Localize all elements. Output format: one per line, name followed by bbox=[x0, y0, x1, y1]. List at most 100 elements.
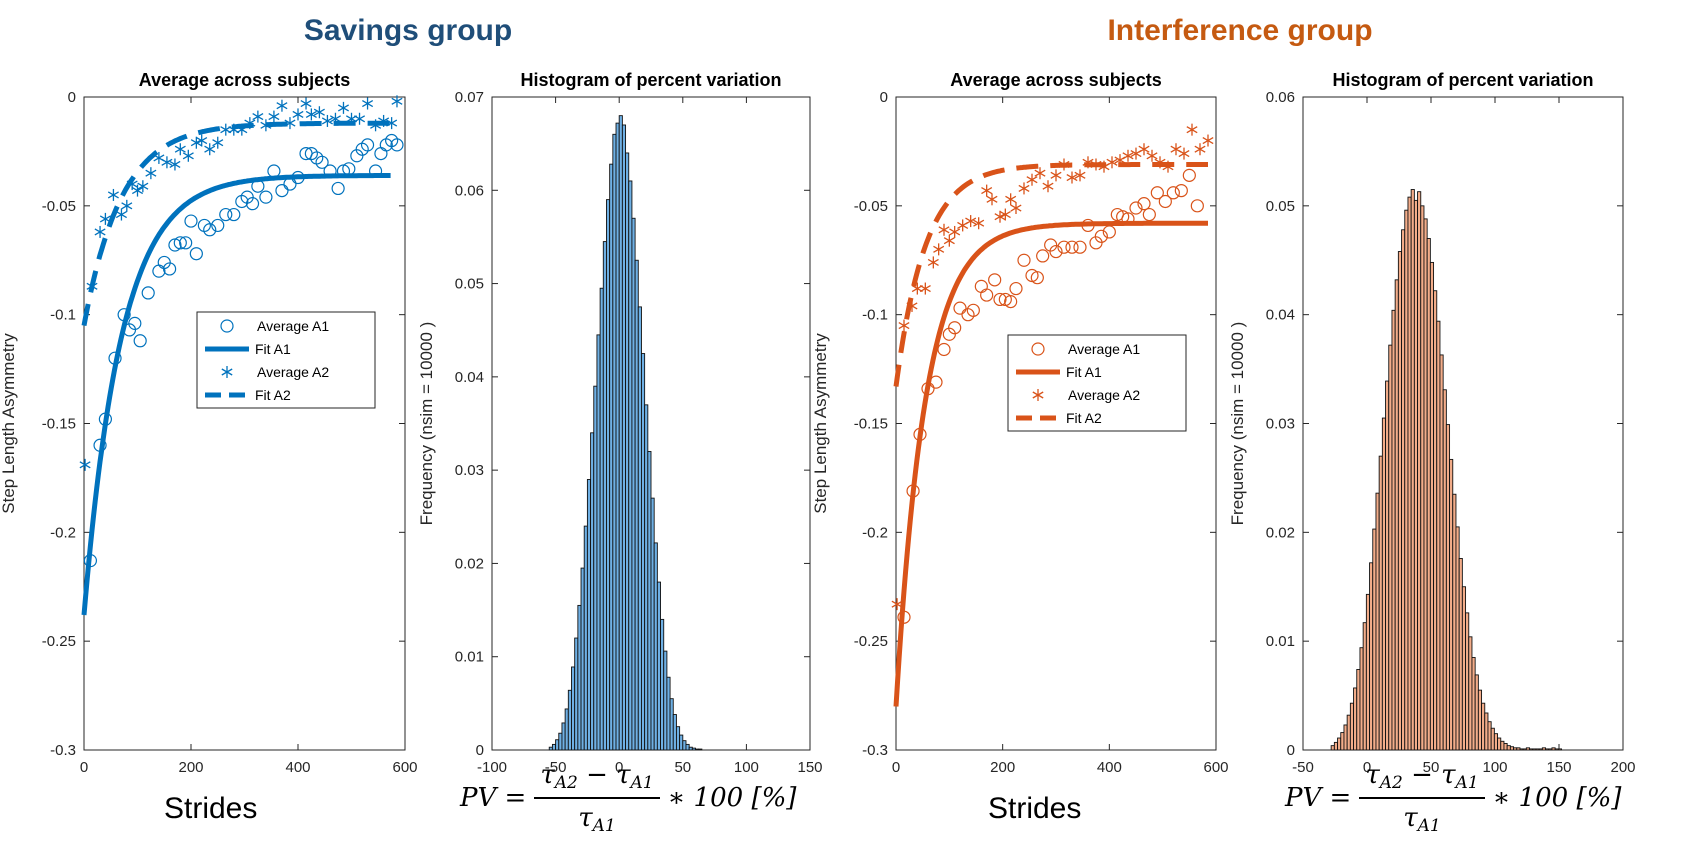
interference-hist-bar bbox=[1497, 737, 1502, 751]
interference-scatter-point-circle bbox=[980, 288, 994, 302]
interference-scatter-point-asterisk-stroke bbox=[1034, 169, 1046, 177]
savings-scatter-xtick-label: 600 bbox=[392, 759, 417, 776]
savings-hist-ytick-label: 0.05 bbox=[455, 276, 484, 293]
savings-scatter-point-asterisk bbox=[204, 143, 216, 156]
savings-hist-xtick-label: 0 bbox=[615, 759, 623, 776]
savings-hist-bar bbox=[606, 199, 611, 751]
interference-scatter-point-circle bbox=[1137, 197, 1151, 211]
interference-scatter-point-asterisk bbox=[1138, 143, 1150, 156]
savings-hist-bar bbox=[567, 689, 572, 751]
interference-hist-bar bbox=[1538, 748, 1543, 751]
savings-hist-bar bbox=[580, 567, 585, 751]
interference-hist-ylabel: Frequency (nsim = 10000 ) bbox=[1228, 322, 1247, 526]
interference-hist-bar bbox=[1455, 526, 1460, 751]
savings-scatter-point-circle bbox=[245, 197, 260, 211]
interference-hist-bar bbox=[1529, 748, 1534, 751]
savings-scatter-legend-box bbox=[196, 311, 376, 409]
interference-hist-ytick-label: 0.02 bbox=[1266, 524, 1295, 541]
interference-scatter-point-asterisk bbox=[1066, 171, 1078, 184]
interference-scatter-point-asterisk-stroke bbox=[1026, 176, 1038, 184]
savings-scatter-legend-label: Average A1 bbox=[257, 318, 329, 334]
interference-hist-bar bbox=[1554, 748, 1559, 751]
savings-hist-xtick-label: 100 bbox=[734, 759, 759, 776]
interference-scatter-point-asterisk-stroke bbox=[938, 226, 950, 234]
interference-hist-xtick-label: 50 bbox=[1423, 759, 1440, 776]
savings-scatter-point-asterisk-stroke bbox=[169, 160, 181, 169]
savings-hist-ytick-label: 0.01 bbox=[455, 649, 484, 666]
savings-scatter-point-asterisk-stroke bbox=[182, 152, 194, 160]
savings-hist-xtick-label: -100 bbox=[477, 759, 507, 776]
interference-scatter-point-circle bbox=[948, 321, 962, 335]
savings-group-title: Savings group bbox=[303, 14, 513, 47]
interference-scatter-legend-box bbox=[1007, 334, 1187, 432]
pv-lhs: PV = bbox=[460, 783, 527, 813]
interference-hist-bar bbox=[1452, 493, 1457, 751]
savings-hist-bar bbox=[612, 133, 617, 751]
savings-hist-bar bbox=[650, 497, 655, 751]
interference-scatter-legend-label: Average A1 bbox=[1068, 341, 1140, 357]
interference-scatter-point-asterisk-stroke bbox=[1005, 195, 1017, 203]
interference-hist-bar bbox=[1407, 196, 1412, 751]
interference-scatter-point-circle bbox=[1057, 240, 1071, 254]
interference-hist-bar bbox=[1388, 344, 1393, 751]
interference-scatter-point-circle bbox=[953, 301, 967, 315]
savings-scatter-point-asterisk bbox=[79, 458, 91, 471]
interference-scatter-point-asterisk-stroke bbox=[965, 217, 977, 225]
interference-scatter-xtick-label: 600 bbox=[1203, 759, 1228, 776]
interference-hist-bar bbox=[1343, 724, 1348, 751]
interference-hist-bar bbox=[1449, 458, 1454, 751]
interference-hist-bar bbox=[1490, 727, 1495, 751]
interference-scatter-point-asterisk bbox=[1202, 134, 1214, 147]
interference-scatter-legend-marker-stroke bbox=[1032, 391, 1044, 399]
savings-hist-bar bbox=[679, 734, 684, 751]
savings-scatter-point-asterisk bbox=[182, 149, 194, 162]
interference-scatter-point-asterisk bbox=[927, 256, 939, 269]
interference-scatter-point-asterisk bbox=[1042, 180, 1054, 193]
interference-hist-ytick-label: 0 bbox=[1287, 742, 1295, 759]
interference-hist-bar bbox=[1429, 261, 1435, 751]
interference-scatter-title: Average across subjects bbox=[950, 70, 1161, 90]
savings-scatter-point-asterisk-stroke bbox=[321, 117, 333, 125]
interference-scatter-point-circle bbox=[993, 292, 1007, 307]
interference-scatter-point-asterisk-stroke bbox=[1106, 158, 1118, 166]
savings-scatter-point-asterisk-stroke bbox=[94, 228, 106, 236]
interference-hist-ytick-label: 0.03 bbox=[1266, 416, 1295, 433]
interference-hist-axes: Histogram of percent variation-50 0 50 100 1… bbox=[1228, 70, 1636, 776]
savings-scatter-point-asterisk-stroke bbox=[292, 110, 304, 118]
interference-scatter-point-asterisk-stroke bbox=[986, 195, 998, 203]
interference-scatter-point-circle bbox=[1158, 194, 1172, 209]
interference-scatter-point-asterisk-stroke bbox=[933, 245, 945, 253]
interference-hist-bar bbox=[1410, 189, 1415, 751]
savings-hist-bar bbox=[593, 385, 598, 751]
savings-scatter-point-asterisk bbox=[137, 180, 149, 193]
savings-scatter-point-asterisk bbox=[305, 108, 317, 121]
savings-hist-bars bbox=[548, 115, 703, 751]
interference-hist-bar bbox=[1551, 747, 1556, 751]
savings-hist-xtick-label: 50 bbox=[674, 759, 691, 776]
savings-hist-bar bbox=[666, 676, 671, 751]
savings-hist-bar bbox=[571, 666, 576, 751]
interference-scatter-xtick-label: 0 bbox=[892, 759, 900, 776]
savings-scatter-point-circle bbox=[259, 190, 273, 204]
savings-scatter-point-asterisk bbox=[212, 136, 224, 149]
savings-scatter-point-asterisk-stroke bbox=[362, 99, 374, 108]
interference-hist-bar bbox=[1433, 290, 1438, 751]
savings-hist-bar bbox=[618, 115, 623, 751]
interference-scatter-point-asterisk bbox=[1034, 167, 1046, 180]
interference-scatter-point-asterisk-stroke bbox=[1138, 145, 1150, 153]
savings-scatter-point-asterisk bbox=[313, 106, 325, 119]
interference-scatter-point-asterisk-stroke bbox=[1018, 184, 1030, 192]
savings-scatter-axes: Average across subjects 0 200 400 600 0 -0.05 -… bbox=[0, 70, 418, 776]
interference-scatter-point-asterisk-stroke bbox=[1186, 126, 1198, 134]
interference-scatter-legend-marker bbox=[1031, 342, 1045, 356]
interference-scatter-point-asterisk-stroke bbox=[1122, 152, 1134, 160]
savings-scatter-point-asterisk bbox=[94, 225, 106, 238]
interference-scatter-point-asterisk bbox=[1010, 202, 1022, 215]
interference-scatter-point-asterisk bbox=[999, 208, 1011, 221]
savings-scatter-point-asterisk bbox=[292, 108, 304, 121]
interference-scatter-point-asterisk-stroke bbox=[1178, 150, 1190, 158]
interference-scatter-point-circle bbox=[1142, 207, 1156, 222]
savings-hist-bar bbox=[691, 747, 696, 751]
interference-scatter-point-circle bbox=[1073, 240, 1087, 254]
